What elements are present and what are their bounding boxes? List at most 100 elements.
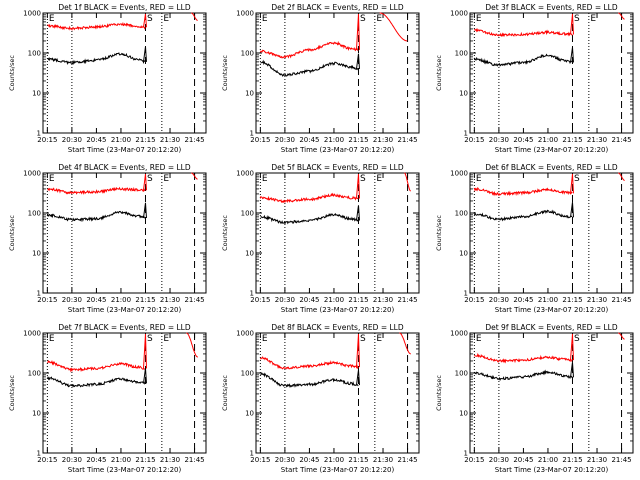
series-line [473, 369, 573, 382]
x-axis-label: Start Time (23-Mar-07 20:12:20) [495, 466, 609, 474]
x-tick-label: 21:45 [611, 456, 631, 464]
marker-label: E [376, 334, 382, 344]
y-tick-label: 1000 [450, 10, 468, 18]
x-tick-label: 21:00 [324, 296, 344, 304]
y-axis-label: Counts/sec [221, 375, 229, 411]
x-tick-label: 21:15 [562, 456, 582, 464]
plot-frame [42, 332, 207, 454]
series-line [404, 172, 411, 192]
series-line [47, 52, 146, 66]
series-spike [569, 333, 574, 361]
series-spike [569, 173, 574, 194]
plot-frame [42, 172, 207, 294]
series-line [46, 210, 146, 223]
series-line [191, 12, 198, 21]
series-line [260, 59, 359, 77]
series-spike [569, 47, 574, 63]
marker-label: E [590, 14, 596, 24]
x-tick-label: 21:15 [562, 296, 582, 304]
y-tick-label: 100 [28, 210, 41, 218]
x-tick-label: 20:45 [513, 136, 533, 144]
series-line [191, 172, 198, 180]
x-axis-label: Start Time (23-Mar-07 20:12:20) [281, 306, 395, 314]
series-spike [142, 173, 147, 191]
marker-label: E [163, 334, 169, 344]
x-tick-label: 20:30 [275, 136, 295, 144]
series-line [259, 356, 359, 370]
x-tick-label: 21:45 [184, 136, 204, 144]
y-tick-label: 10 [32, 250, 41, 258]
plot-frame [42, 12, 207, 134]
x-tick-label: 21:15 [348, 456, 368, 464]
y-axis-label: Counts/sec [8, 215, 16, 251]
y-tick-label: 1 [464, 290, 468, 298]
x-tick-label: 21:15 [135, 456, 155, 464]
x-tick-label: 21:00 [538, 296, 558, 304]
x-tick-label: 21:30 [373, 296, 393, 304]
chart-title: Det 2f BLACK = Events, RED = LLD [271, 3, 404, 12]
y-tick-label: 1000 [450, 330, 468, 338]
plot-frame [469, 172, 634, 294]
y-tick-label: 100 [455, 50, 468, 58]
x-tick-label: 21:00 [111, 296, 131, 304]
series-line [47, 21, 146, 31]
x-tick-label: 20:45 [299, 136, 319, 144]
x-tick-label: 21:45 [397, 136, 417, 144]
y-tick-label: 10 [245, 90, 254, 98]
series-line [399, 332, 411, 355]
series-spike [142, 333, 147, 369]
series-spike [142, 368, 147, 384]
series-spike [569, 202, 574, 218]
y-tick-label: 10 [459, 90, 468, 98]
y-tick-label: 10 [459, 250, 468, 258]
x-tick-label: 21:15 [348, 136, 368, 144]
y-tick-label: 1000 [450, 170, 468, 178]
x-tick-label: 20:45 [86, 136, 106, 144]
series-line [47, 186, 146, 195]
marker-label: S [360, 334, 366, 344]
chart-panel-det6: Det 6f BLACK = Events, RED = LLD Counts/s… [435, 163, 634, 314]
chart-panel-det1: Det 1f BLACK = Events, RED = LLD Counts/s… [8, 3, 207, 154]
chart-panel-det9: Det 9f BLACK = Events, RED = LLD Counts/s… [435, 323, 634, 474]
chart-title: Det 8f BLACK = Events, RED = LLD [271, 323, 404, 332]
x-tick-label: 20:30 [275, 456, 295, 464]
x-tick-label: 20:15 [37, 296, 57, 304]
y-tick-label: 10 [459, 410, 468, 418]
x-tick-label: 20:45 [299, 296, 319, 304]
x-tick-label: 21:15 [562, 136, 582, 144]
x-tick-label: 21:45 [184, 456, 204, 464]
x-tick-label: 21:30 [587, 456, 607, 464]
series-spike [355, 205, 360, 221]
y-axis-label: Counts/sec [8, 375, 16, 411]
x-tick-label: 21:30 [160, 136, 180, 144]
y-tick-label: 1 [250, 130, 254, 138]
x-tick-label: 20:45 [299, 456, 319, 464]
x-axis-label: Start Time (23-Mar-07 20:12:20) [495, 306, 609, 314]
marker-label: E [476, 14, 482, 24]
x-axis-label: Start Time (23-Mar-07 20:12:20) [68, 306, 182, 314]
marker-label: S [360, 14, 366, 24]
y-tick-label: 100 [28, 50, 41, 58]
y-tick-label: 1000 [236, 10, 254, 18]
plot-frame [255, 172, 420, 294]
marker-label: S [147, 334, 153, 344]
y-tick-label: 1000 [23, 10, 41, 18]
series-line [186, 332, 198, 358]
marker-label: S [147, 14, 153, 24]
marker-label: E [376, 174, 382, 184]
x-tick-label: 21:00 [324, 456, 344, 464]
x-tick-label: 20:45 [513, 296, 533, 304]
x-tick-label: 20:15 [464, 136, 484, 144]
chart-title: Det 3f BLACK = Events, RED = LLD [485, 3, 618, 12]
y-tick-label: 1000 [23, 330, 41, 338]
y-tick-label: 1 [464, 450, 468, 458]
y-tick-label: 1000 [236, 330, 254, 338]
y-axis-label: Counts/sec [221, 55, 229, 91]
marker-label: E [49, 14, 55, 24]
series-line [47, 376, 146, 388]
plot-frame [469, 332, 634, 454]
x-tick-label: 20:30 [62, 296, 82, 304]
x-tick-label: 21:45 [611, 136, 631, 144]
series-spike [355, 333, 360, 368]
